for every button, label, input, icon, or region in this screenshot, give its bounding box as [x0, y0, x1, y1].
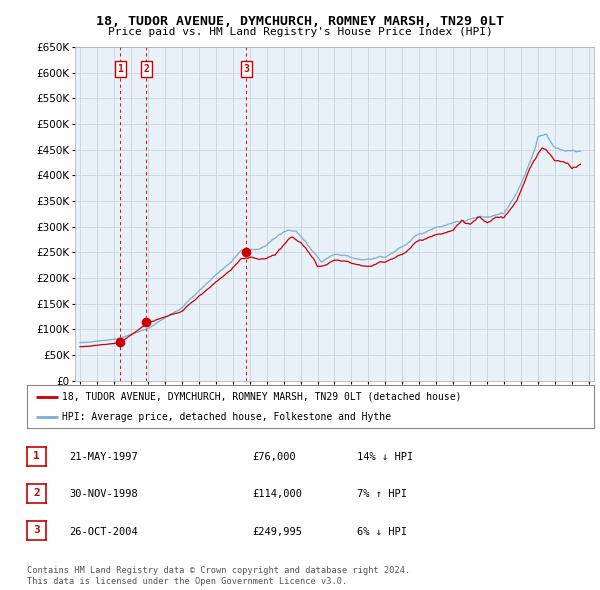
Text: £114,000: £114,000: [252, 490, 302, 499]
Text: HPI: Average price, detached house, Folkestone and Hythe: HPI: Average price, detached house, Folk…: [62, 412, 391, 422]
Text: 7% ↑ HPI: 7% ↑ HPI: [357, 490, 407, 499]
Text: 21-MAY-1997: 21-MAY-1997: [69, 453, 138, 462]
Text: Price paid vs. HM Land Registry's House Price Index (HPI): Price paid vs. HM Land Registry's House …: [107, 27, 493, 37]
Text: 6% ↓ HPI: 6% ↓ HPI: [357, 527, 407, 536]
Text: 18, TUDOR AVENUE, DYMCHURCH, ROMNEY MARSH, TN29 0LT: 18, TUDOR AVENUE, DYMCHURCH, ROMNEY MARS…: [96, 15, 504, 28]
Text: 1: 1: [33, 451, 40, 461]
Text: £249,995: £249,995: [252, 527, 302, 536]
Text: 1: 1: [118, 64, 124, 74]
Text: £76,000: £76,000: [252, 453, 296, 462]
Text: 26-OCT-2004: 26-OCT-2004: [69, 527, 138, 536]
Text: This data is licensed under the Open Government Licence v3.0.: This data is licensed under the Open Gov…: [27, 577, 347, 586]
Text: 14% ↓ HPI: 14% ↓ HPI: [357, 453, 413, 462]
Text: 2: 2: [33, 489, 40, 498]
Text: 3: 3: [244, 64, 250, 74]
Text: 3: 3: [33, 526, 40, 535]
Text: 2: 2: [143, 64, 149, 74]
Text: 30-NOV-1998: 30-NOV-1998: [69, 490, 138, 499]
Text: Contains HM Land Registry data © Crown copyright and database right 2024.: Contains HM Land Registry data © Crown c…: [27, 566, 410, 575]
Text: 18, TUDOR AVENUE, DYMCHURCH, ROMNEY MARSH, TN29 0LT (detached house): 18, TUDOR AVENUE, DYMCHURCH, ROMNEY MARS…: [62, 392, 461, 402]
